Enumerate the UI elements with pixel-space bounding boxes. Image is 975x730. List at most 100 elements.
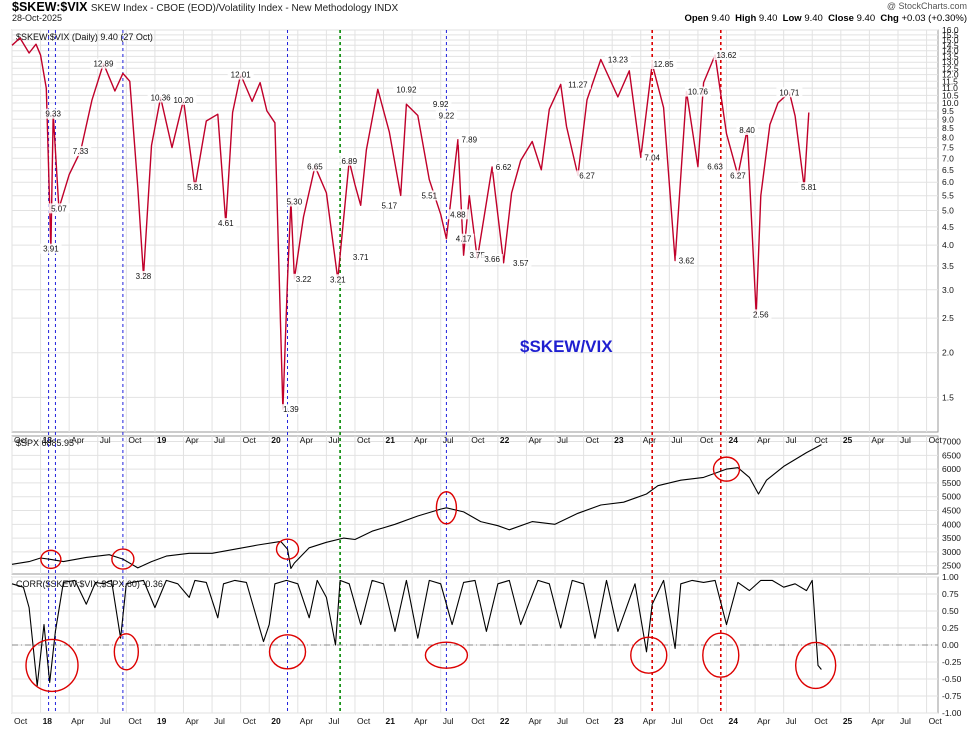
- annotation-label: 6.63: [707, 163, 723, 172]
- annotation-label: 6.27: [579, 171, 595, 180]
- x-tick-label: Oct: [471, 716, 485, 726]
- annotation-label: 5.81: [187, 183, 203, 192]
- x-tick-label: Apr: [414, 716, 427, 726]
- x-tick-label: Apr: [871, 435, 884, 445]
- x-tick-label: Oct: [814, 716, 828, 726]
- series-line-3: [11, 579, 822, 687]
- value-annotation: 7.33: [69, 146, 92, 157]
- x-tick-label: 25: [843, 716, 853, 726]
- y-tick-label: 16.0: [942, 25, 959, 35]
- value-annotation: 6.63: [704, 161, 726, 172]
- value-annotation: 3.21: [327, 274, 349, 285]
- annotation-label: 4.88: [450, 210, 466, 219]
- value-annotation: 4.61: [215, 218, 237, 229]
- panel-2: 7000 6500 6000 5500 5000 4500 4000 3500 3000 2500…: [11, 435, 961, 575]
- x-tick-label: Apr: [185, 716, 198, 726]
- annotation-label: 4.17: [456, 235, 472, 244]
- annotation-label: 9.92: [433, 100, 449, 109]
- annotation-label: 5.17: [381, 201, 397, 210]
- x-tick-label: Oct: [128, 435, 142, 445]
- panel-label: $SPX 6885.95: [16, 438, 74, 448]
- annotation-label: 10.92: [396, 85, 417, 94]
- y-tick-label: 15.0: [942, 35, 959, 45]
- x-tick-label: Apr: [757, 435, 770, 445]
- y-tick-label: 8.0: [942, 133, 954, 143]
- y-tick-label: 4000: [942, 519, 961, 529]
- x-tick-label: Jul: [671, 435, 682, 445]
- x-tick-label: Apr: [185, 435, 198, 445]
- annotation-label: 8.40: [739, 126, 755, 135]
- y-tick-label: 2.5: [942, 313, 954, 323]
- value-annotation: 3.71: [349, 251, 372, 262]
- value-annotation: 9.33: [42, 108, 64, 119]
- x-tick-label: Oct: [128, 716, 142, 726]
- value-annotation: 4.88: [447, 209, 469, 220]
- x-tick-label: Apr: [871, 716, 884, 726]
- x-tick-label: Jul: [214, 435, 225, 445]
- y-tick-label: 3000: [942, 547, 961, 557]
- x-tick-label: 18: [43, 716, 53, 726]
- y-tick-label: 2.0: [942, 348, 954, 358]
- highlight-circle: [702, 632, 740, 678]
- value-annotation: 5.07: [48, 203, 70, 214]
- x-tick-label: 23: [614, 716, 624, 726]
- y-tick-label: 13.5: [942, 51, 959, 61]
- value-annotation: 10.76: [684, 86, 711, 97]
- value-annotation: 10.20: [170, 94, 197, 105]
- x-tick-label: Jul: [100, 435, 111, 445]
- annotation-label: 12.01: [231, 71, 252, 80]
- y-tick-label: 6000: [942, 464, 961, 474]
- value-annotation: 5.81: [798, 182, 820, 193]
- stockcharts-logo: @ StockCharts.com: [886, 1, 967, 11]
- symbol-description: SKEW Index - CBOE (EOD)/Volatility Index…: [90, 3, 399, 14]
- ohlc-readout: Open 9.40 High 9.40 Low 9.40 Close 9.40 …: [684, 13, 967, 24]
- highlight-circle: [424, 641, 469, 669]
- high-value: 9.40: [758, 13, 778, 24]
- x-tick-label: Oct: [700, 435, 714, 445]
- annotation-label: 9.22: [439, 112, 455, 121]
- x-tick-label: 22: [500, 716, 510, 726]
- highlight-circle: [111, 548, 135, 570]
- x-tick-label: Jul: [900, 716, 911, 726]
- y-tick-label: 11.5: [942, 76, 958, 86]
- y-tick-label: 15.5: [942, 30, 959, 40]
- y-tick-label: 0.75: [942, 589, 959, 599]
- x-tick-label: Oct: [243, 435, 257, 445]
- annotation-label: 13.62: [716, 51, 737, 60]
- big-chart-label: $SKEW/VIX: [520, 337, 613, 356]
- x-tick-label: Jul: [671, 716, 682, 726]
- annotation-label: 3.28: [136, 272, 152, 281]
- x-tick-label: Jul: [100, 716, 111, 726]
- value-annotation: 3.22: [292, 273, 315, 284]
- x-tick-label: Jul: [443, 716, 454, 726]
- close-value: 9.40: [856, 13, 876, 24]
- x-tick-label: Apr: [528, 435, 541, 445]
- value-annotation: 13.62: [713, 49, 740, 60]
- open-value: 9.40: [711, 13, 730, 24]
- value-annotation: 3.57: [510, 257, 532, 268]
- value-annotation: 6.89: [338, 155, 360, 166]
- x-tick-label: Apr: [300, 435, 313, 445]
- x-tick-label: 23: [614, 435, 624, 445]
- x-tick-label: Oct: [586, 435, 600, 445]
- value-annotation: 5.17: [378, 200, 400, 211]
- value-annotation: 3.91: [40, 243, 62, 254]
- x-tick-label: Apr: [71, 716, 84, 726]
- x-tick-label: Oct: [929, 716, 943, 726]
- x-tick-label: 20: [271, 435, 281, 445]
- value-annotation: 12.01: [227, 69, 254, 80]
- y-tick-label: 7.0: [942, 153, 954, 163]
- y-tick-label: 4500: [942, 506, 961, 516]
- annotation-label: 10.20: [173, 96, 194, 105]
- x-tick-label: Apr: [528, 716, 541, 726]
- annotation-label: 5.07: [51, 204, 67, 213]
- low-value: 9.40: [804, 13, 823, 24]
- highlight-circle: [712, 456, 741, 482]
- annotation-label: 7.89: [461, 136, 477, 145]
- x-tick-label: Jul: [214, 716, 225, 726]
- value-annotation: 7.89: [458, 134, 480, 145]
- y-tick-label: 0.25: [942, 623, 959, 633]
- x-tick-label: Jul: [786, 716, 797, 726]
- y-tick-label: 10.0: [942, 98, 959, 108]
